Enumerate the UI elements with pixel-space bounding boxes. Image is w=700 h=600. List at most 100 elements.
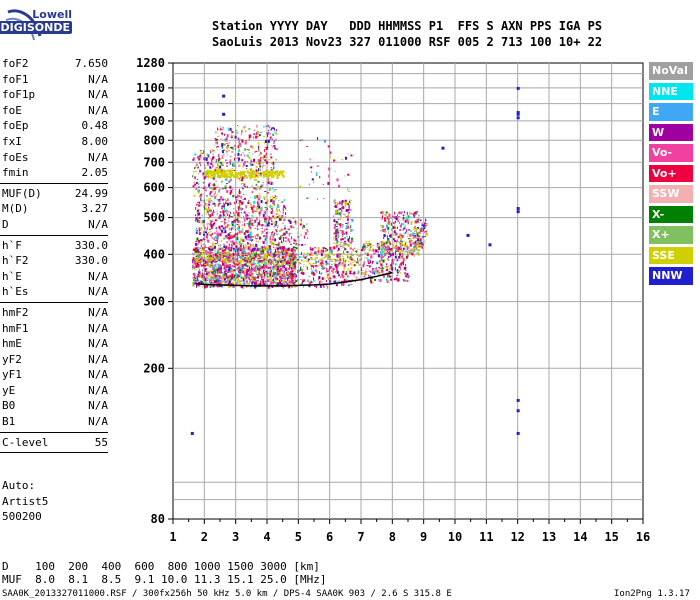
echo-point	[231, 240, 233, 244]
echo-point	[387, 238, 390, 242]
echo-point	[287, 254, 290, 256]
echo-point	[244, 161, 247, 164]
echo-point	[228, 243, 230, 247]
echo-point	[286, 275, 288, 277]
echo-point	[339, 202, 342, 205]
echo-point	[202, 259, 204, 262]
echo-point	[267, 191, 269, 194]
echo-point	[213, 237, 215, 241]
echo-point	[221, 247, 224, 251]
echo-point	[368, 274, 370, 278]
echo-point	[203, 247, 205, 251]
echo-point	[353, 264, 356, 267]
echo-point	[222, 227, 225, 230]
echo-point	[275, 148, 278, 151]
echo-point	[202, 243, 205, 245]
echo-point	[268, 270, 271, 274]
echo-point	[256, 130, 259, 134]
echo-point	[258, 274, 260, 276]
echo-point	[361, 270, 363, 272]
echo-point	[255, 264, 258, 266]
echo-point	[331, 269, 333, 272]
echo-point	[303, 235, 305, 239]
echo-point	[247, 265, 249, 268]
echo-point	[237, 247, 240, 249]
echo-point	[368, 258, 370, 262]
echo-point	[383, 249, 386, 251]
echo-point	[315, 171, 317, 175]
echo-point	[237, 258, 240, 260]
echo-point	[343, 275, 346, 277]
echo-point	[314, 262, 317, 264]
echo-point	[290, 254, 293, 258]
echo-point	[211, 149, 213, 153]
echo-point	[231, 150, 233, 153]
echo-point	[195, 187, 197, 190]
echo-point	[234, 258, 237, 261]
echo-point	[360, 267, 362, 271]
separator	[0, 182, 108, 184]
echo-point	[276, 270, 279, 272]
echo-point	[333, 215, 335, 217]
echo-point	[406, 279, 409, 282]
echo-point	[383, 255, 385, 257]
muf-row: MUF 8.0 8.1 8.5 9.1 10.0 11.3 15.1 25.0 …	[2, 573, 327, 586]
echo-point	[326, 268, 328, 271]
echo-point	[334, 232, 336, 234]
echo-point	[227, 267, 229, 271]
echo-point	[240, 208, 242, 212]
echo-point	[199, 251, 201, 254]
echo-point	[208, 264, 211, 268]
echo-point	[406, 211, 408, 215]
legend-item: SSE	[649, 246, 693, 264]
echo-point	[318, 276, 321, 280]
echo-point	[337, 247, 340, 251]
echo-point	[390, 217, 393, 219]
echo-point	[364, 275, 366, 277]
echo-point	[197, 250, 200, 253]
echo-point	[215, 236, 218, 240]
echo-point	[231, 276, 234, 279]
echo-point	[266, 223, 269, 227]
echo-point	[265, 255, 268, 257]
echo-point	[200, 281, 203, 284]
echo-point	[200, 263, 202, 266]
echo-point	[226, 253, 229, 255]
echo-point	[252, 263, 255, 265]
echo-point	[231, 223, 234, 227]
echo-point	[413, 241, 416, 245]
echo-point	[270, 251, 272, 253]
echo-point	[416, 234, 419, 238]
echo-point	[255, 135, 258, 139]
echo-point	[224, 179, 226, 181]
echo-point	[203, 239, 206, 241]
echo-point	[198, 248, 200, 252]
echo-point	[213, 258, 215, 261]
echo-point	[266, 279, 269, 282]
echo-point	[309, 246, 311, 250]
echo-point	[230, 169, 233, 172]
echo-point	[210, 209, 212, 213]
echo-point	[229, 236, 232, 240]
echo-point	[240, 275, 242, 279]
isolated-point	[190, 431, 194, 435]
echo-point	[364, 273, 367, 276]
echo-point	[228, 280, 231, 284]
echo-point	[267, 285, 270, 289]
echo-point	[388, 221, 391, 223]
echo-point	[220, 266, 222, 269]
echo-point	[368, 250, 371, 252]
echo-point	[270, 180, 272, 183]
echo-point	[327, 278, 329, 280]
echo-point	[248, 137, 250, 141]
echo-point	[212, 273, 215, 275]
echo-point	[267, 139, 270, 143]
echo-point	[207, 223, 210, 225]
echo-point	[210, 174, 213, 177]
echo-point	[208, 200, 210, 203]
echo-point	[272, 271, 275, 273]
echo-point	[295, 274, 297, 277]
echo-point	[211, 268, 214, 270]
echo-point	[274, 267, 277, 271]
echo-point	[295, 221, 297, 223]
